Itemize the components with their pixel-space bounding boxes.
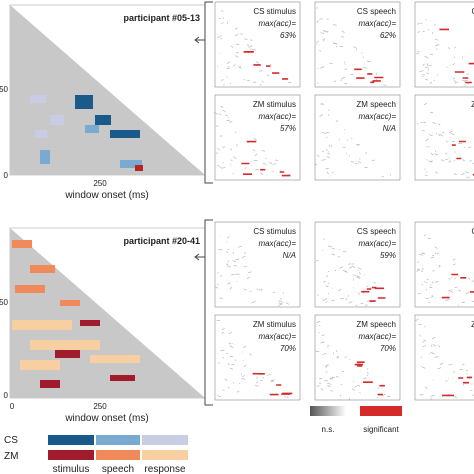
small-panel [414,94,474,181]
column-label: stimulus [53,464,90,474]
significant-marks [241,140,291,177]
top-blobs [30,95,143,171]
noise [216,320,289,399]
panel-title: CS res [472,227,474,236]
participant-label: participant #05-13 [123,13,200,23]
panel-value: 57% [280,124,296,133]
panel-metric: max(acc)= [258,239,296,248]
significant-marks [252,372,293,396]
small-panel [214,1,301,88]
noise [314,103,392,178]
row-label: CS [4,435,18,446]
significant-marks [243,51,289,80]
y-tick: 50 [0,298,9,307]
small-panel [314,94,401,181]
panel-title: ZM stimulus [253,320,296,329]
panel-metric: max(acc)= [258,19,296,28]
small-panel [314,1,401,88]
significant-marks [451,140,474,176]
panel-metric: max(acc)= [258,332,296,341]
legend-label: significant [363,425,399,434]
noise [213,105,290,176]
bottom-main-panel: participant #20-41 50 0 0 250 window ons… [0,227,206,424]
x-tick: 0 [10,402,15,411]
significance-legend: n.s. significant [310,406,402,434]
panel-title: CS stimulus [253,7,296,16]
panel-value: 62% [380,31,396,40]
y-tick: 0 [4,391,9,400]
x-label: window onset (ms) [64,413,148,424]
participant-label: participant #20-41 [123,236,200,246]
panel-title: ZM speech [356,100,396,109]
panel-title: CS res [472,7,474,16]
column-label: speech [102,464,134,474]
color-legend: CS ZM stimulus speech response [4,435,188,474]
small-panel [414,221,474,308]
y-tick: 50 [0,85,9,94]
noise [416,234,474,306]
panel-value: N/A [383,124,396,133]
top-main-panel: participant #05-13 50 0 250 window onset… [0,4,206,201]
column-label: response [144,464,186,474]
panel-value: 59% [380,251,396,260]
panel-value: N/A [283,251,296,260]
panel-title: ZM speech [356,320,396,329]
panel-value: 70% [280,344,296,353]
noise [416,102,474,178]
small-panel [314,314,401,401]
panel-metric: max(acc)= [358,112,396,121]
significant-marks [354,361,385,396]
noise [215,236,289,306]
noise [217,10,292,86]
x-label: window onset (ms) [64,190,148,201]
small-panel [214,221,301,308]
panel-title: ZM stimulus [253,100,296,109]
small-panel [314,221,401,308]
noise [315,7,387,86]
y-tick: 0 [4,171,9,180]
panel-title: CS speech [357,7,396,16]
noise [414,319,474,400]
x-tick: 250 [93,402,107,411]
x-tick: 250 [93,179,107,188]
panel-value: 70% [380,344,396,353]
significant-marks [354,68,384,84]
small-panel [214,94,301,181]
panel-title: ZM res [471,100,474,109]
panel-metric: max(acc)= [358,19,396,28]
panel-value: 63% [280,31,296,40]
small-panel [414,314,474,401]
significant-marks [442,376,472,397]
bottom-blobs [12,240,140,388]
panel-metric: max(acc)= [358,332,396,341]
panel-metric: max(acc)= [258,112,296,121]
brackets [194,1,213,406]
small-panels: CS stimulus max(acc)= 63% CS speech max(acc)… [213,1,474,401]
panel-title: ZM res [471,320,474,329]
small-panel [214,314,301,401]
small-panel [414,1,474,88]
panel-title: CS speech [357,227,396,236]
noise [315,320,391,400]
panel-title: CS stimulus [253,227,296,236]
legend-label: n.s. [322,425,335,434]
significant-marks [441,273,474,299]
panel-metric: max(acc)= [358,239,396,248]
significant-marks [361,286,386,302]
row-label: ZM [4,451,18,462]
noise [416,19,470,85]
